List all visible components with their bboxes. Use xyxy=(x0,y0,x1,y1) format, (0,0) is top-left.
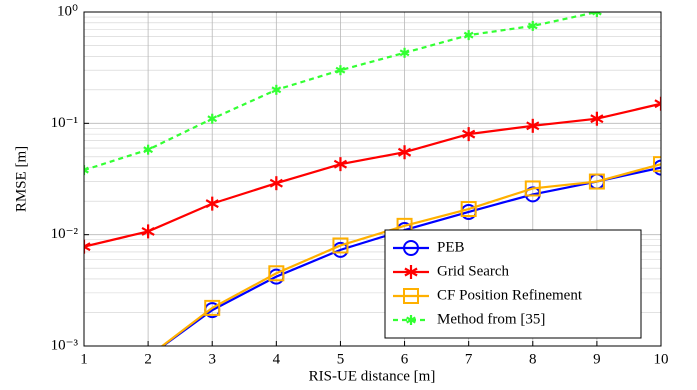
marker-stroke xyxy=(141,226,155,236)
marker-stroke xyxy=(594,12,602,16)
marker xyxy=(268,265,285,282)
marker-stroke xyxy=(463,31,474,39)
y-tick-label: 10⁻³ xyxy=(51,337,79,353)
marker xyxy=(332,237,349,254)
marker-stroke xyxy=(84,166,89,172)
x-tick-label: 4 xyxy=(273,351,281,367)
marker-stroke xyxy=(404,267,418,277)
y-tick-label: 10⁻² xyxy=(51,226,79,242)
marker xyxy=(207,113,218,124)
x-axis-label: RIS-UE distance [m] xyxy=(309,368,436,384)
marker-stroke xyxy=(335,66,346,74)
marker xyxy=(204,299,221,316)
x-tick-label: 10 xyxy=(654,351,669,367)
marker xyxy=(653,156,661,173)
marker-stroke xyxy=(333,159,348,169)
marker-stroke xyxy=(654,99,661,105)
marker xyxy=(333,157,348,172)
marker-stroke xyxy=(592,12,600,16)
marker xyxy=(397,145,412,160)
marker xyxy=(271,84,282,95)
marker xyxy=(403,240,419,256)
y-tick-label: 10⁻¹ xyxy=(51,115,78,131)
marker-stroke xyxy=(590,114,604,124)
series-line xyxy=(160,163,661,346)
marker-stroke xyxy=(269,178,283,188)
legend: PEB Grid Search CF Position Refinement Meth… xyxy=(384,229,642,339)
marker xyxy=(463,30,474,41)
marker-stroke xyxy=(271,86,282,94)
marker xyxy=(460,201,477,218)
x-tick-label: 6 xyxy=(401,351,409,367)
x-tick-label: 7 xyxy=(465,351,473,367)
legend-label: Grid Search xyxy=(437,263,510,279)
legend-label: CF Position Refinement xyxy=(437,287,583,303)
x-tick-label: 2 xyxy=(144,351,152,367)
series-line xyxy=(84,102,661,248)
marker xyxy=(526,118,540,133)
marker-stroke xyxy=(205,199,219,209)
marker xyxy=(84,239,91,254)
marker xyxy=(335,65,346,76)
marker xyxy=(527,20,538,31)
x-tick-label: 3 xyxy=(208,351,216,367)
marker-stroke xyxy=(657,0,666,2)
marker-stroke xyxy=(143,146,153,154)
marker xyxy=(406,315,416,325)
plot-area xyxy=(84,0,666,346)
marker-stroke xyxy=(397,147,412,157)
marker xyxy=(592,12,602,17)
x-tick-label: 5 xyxy=(337,351,345,367)
y-axis-label: RMSE [m] xyxy=(13,146,29,212)
marker-stroke xyxy=(84,245,91,252)
marker-stroke xyxy=(462,129,476,139)
marker xyxy=(403,288,419,304)
x-tick-label: 1 xyxy=(80,351,88,367)
marker-stroke xyxy=(406,316,416,324)
marker-stroke xyxy=(399,49,410,57)
marker-stroke xyxy=(526,121,540,131)
series-line xyxy=(84,12,603,172)
x-tick-label: 8 xyxy=(529,351,537,367)
marker-stroke xyxy=(654,102,661,109)
marker xyxy=(588,173,605,190)
marker-stroke xyxy=(84,168,89,174)
marker xyxy=(269,176,283,191)
marker-stroke xyxy=(657,0,666,2)
legend-label: Method from [35] xyxy=(437,311,545,327)
marker xyxy=(404,265,418,279)
x-tick-label: 9 xyxy=(593,351,601,367)
plot-frame xyxy=(83,11,662,347)
marker xyxy=(84,165,89,176)
marker-stroke xyxy=(84,242,91,248)
marker xyxy=(657,0,666,4)
marker xyxy=(590,111,604,126)
marker-stroke xyxy=(207,115,218,123)
marker xyxy=(654,96,661,111)
marker xyxy=(399,47,410,58)
marker xyxy=(524,180,541,197)
y-tick-label: 10⁰ xyxy=(57,3,78,19)
marker-stroke xyxy=(527,22,538,30)
marker xyxy=(141,224,155,239)
legend-label: PEB xyxy=(437,239,465,255)
marker xyxy=(462,127,476,142)
marker xyxy=(205,196,219,211)
marker xyxy=(143,144,153,155)
